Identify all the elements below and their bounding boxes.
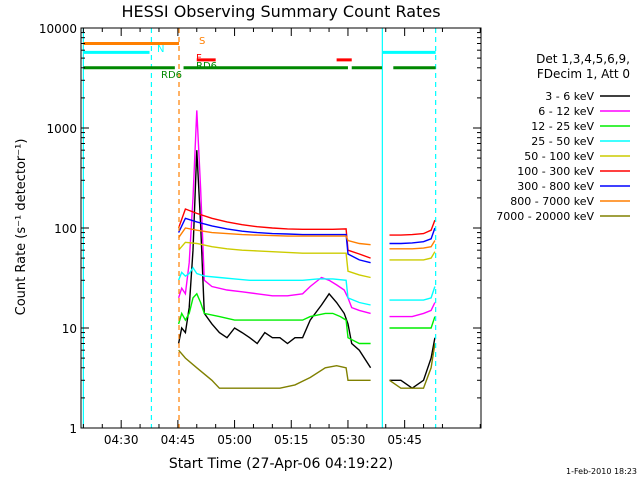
series-line-6-12keV: [177, 110, 436, 318]
date-stamp: 1-Feb-2010 18:23: [566, 467, 637, 476]
legend-label: 12 - 25 keV: [531, 120, 594, 133]
series-line-3-6keV: [177, 150, 436, 390]
y-tick-label: 10: [62, 322, 77, 336]
y-tick-label: 1000: [46, 122, 77, 136]
legend-label: 50 - 100 keV: [524, 150, 594, 163]
series-line-50-100keV: [178, 241, 436, 279]
x-tick-label: 05:45: [387, 433, 422, 447]
y-tick-label: 10000: [39, 22, 77, 36]
x-tick-label: 04:30: [104, 433, 139, 447]
legend-label: 100 - 300 keV: [517, 165, 594, 178]
legend-label: 300 - 800 keV: [517, 180, 594, 193]
y-axis-label: Count Rate (s⁻¹ detector⁻¹): [14, 139, 29, 316]
legend-label: 7000 - 20000 keV: [496, 210, 594, 223]
legend-label: 25 - 50 keV: [531, 135, 594, 148]
chart-title: HESSI Observing Summary Count Rates: [121, 2, 440, 21]
flag-label: RD6: [196, 61, 217, 72]
series-line-12-25keV: [177, 292, 436, 345]
series-line-25-50keV: [177, 266, 436, 306]
flag-label: F: [196, 53, 202, 64]
x-tick-label: 04:45: [161, 433, 196, 447]
legend-header-line-1: Det 1,3,4,5,6,9,: [536, 52, 630, 66]
y-tick-label: 1: [69, 422, 77, 436]
series-line-800-7000keV: [178, 227, 436, 250]
legend-label: 800 - 7000 keV: [510, 195, 594, 208]
x-tick-label: 05:00: [217, 433, 252, 447]
x-axis-label: Start Time (27-Apr-06 04:19:22): [169, 456, 393, 472]
series-line-300-800keV: [177, 217, 436, 264]
series-line-7000-20000keV: [178, 343, 436, 389]
y-tick-label: 100: [54, 222, 77, 236]
x-tick-label: 05:30: [331, 433, 366, 447]
flag-label: S: [199, 36, 205, 47]
legend-label: 3 - 6 keV: [545, 90, 594, 103]
legend-header-line-2: FDecim 1, Att 0: [537, 67, 630, 81]
flag-label: RD6: [161, 70, 182, 81]
x-tick-label: 05:15: [274, 433, 309, 447]
legend-label: 6 - 12 keV: [538, 105, 594, 118]
flag-label: N: [157, 44, 164, 55]
